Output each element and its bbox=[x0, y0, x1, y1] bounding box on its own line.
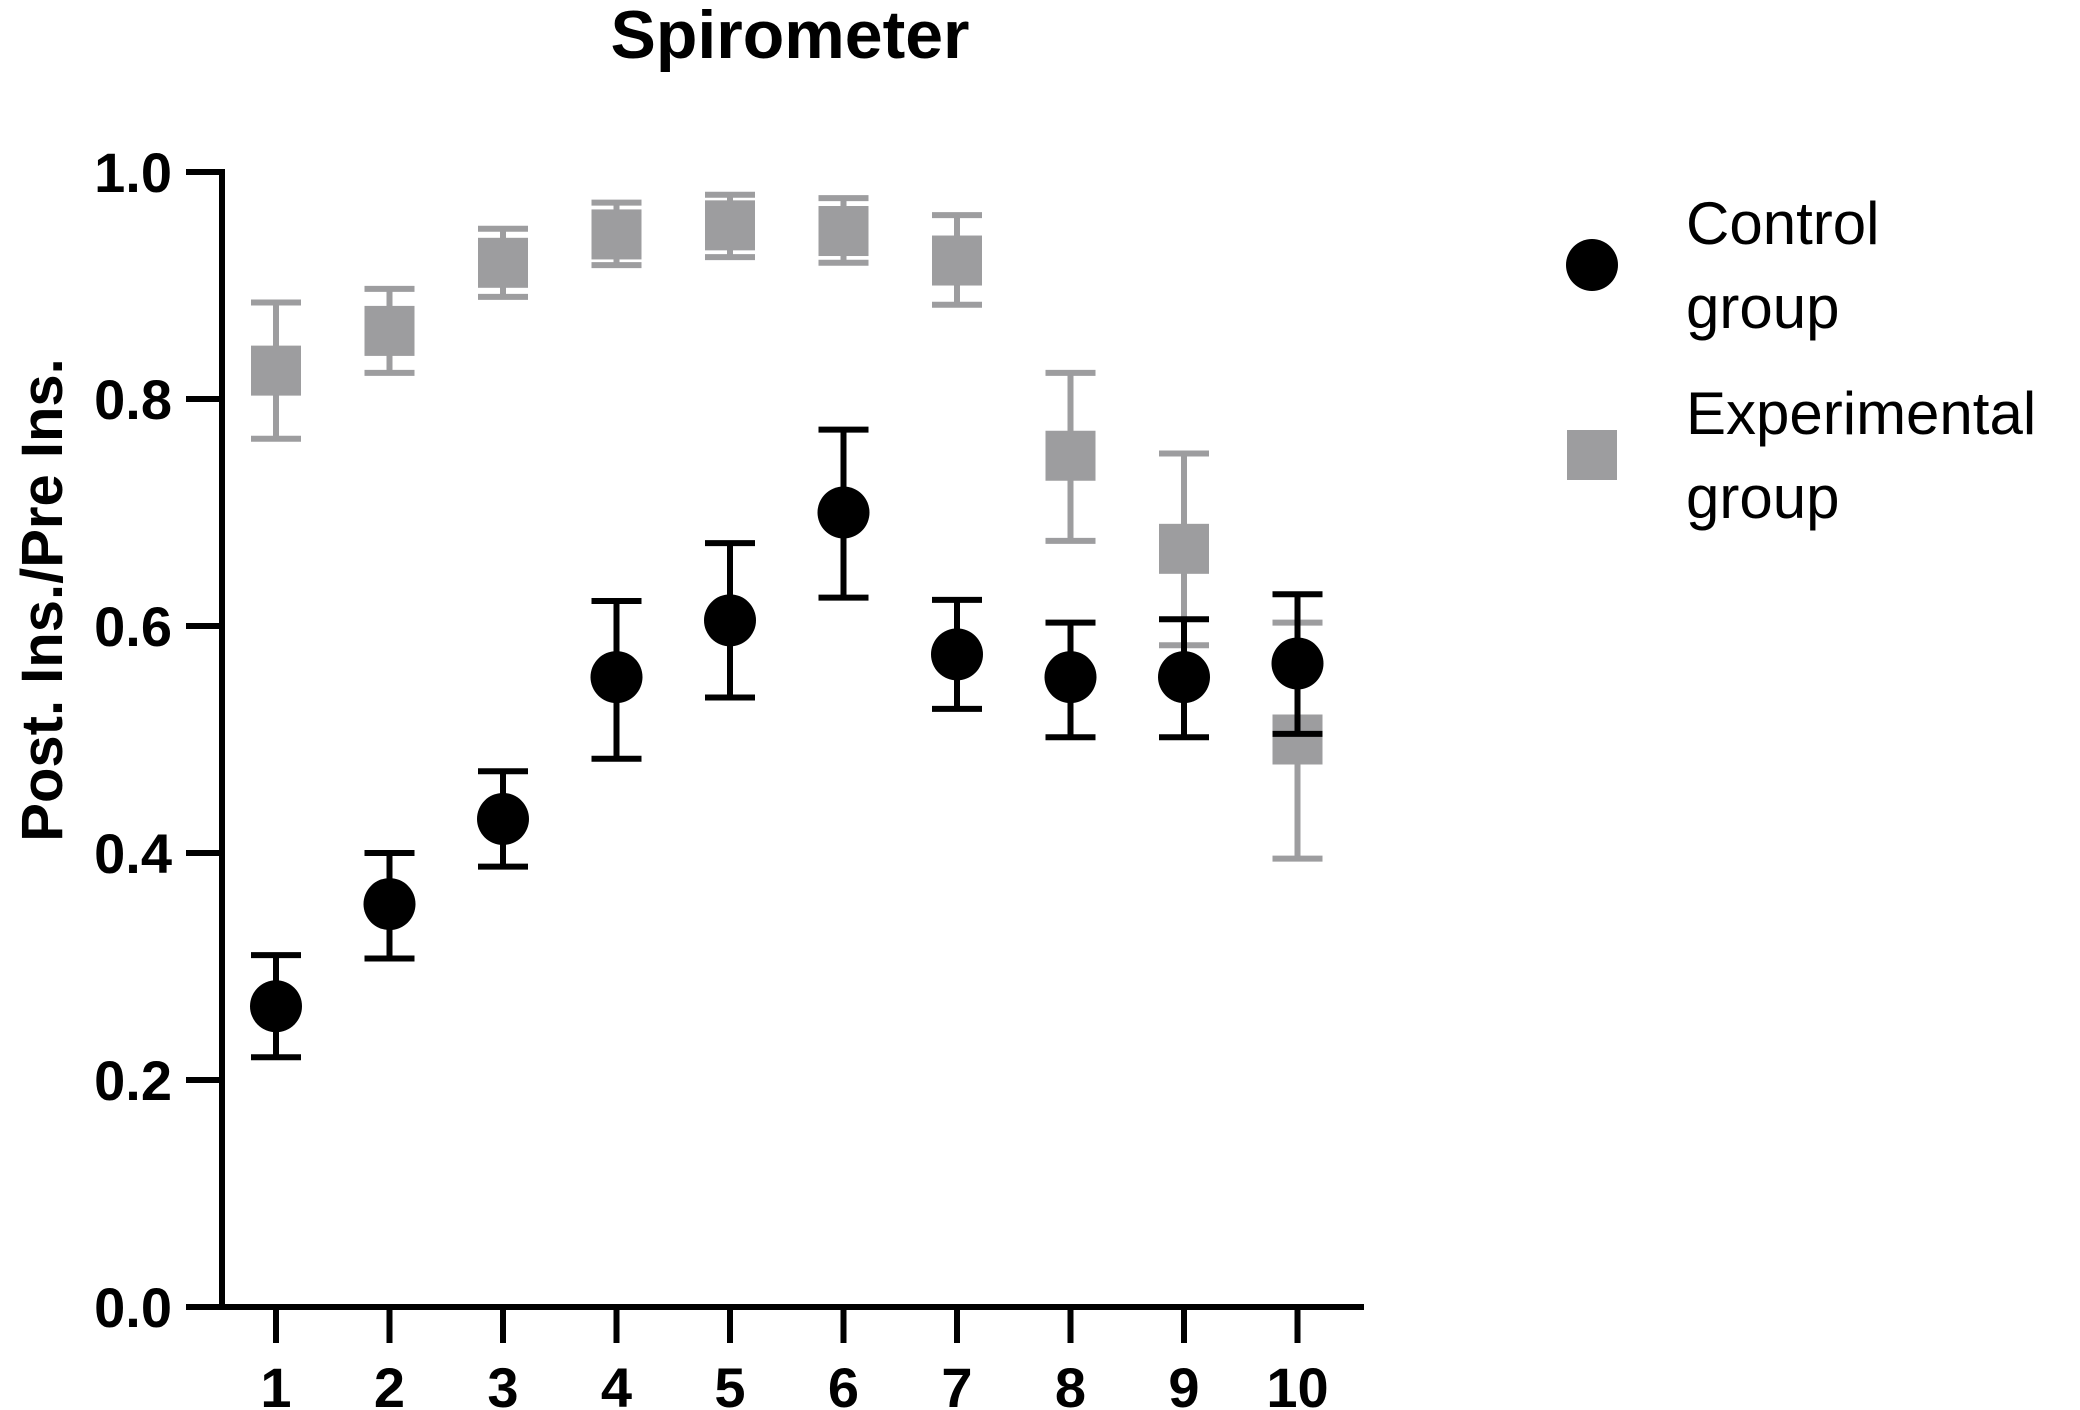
legend-experimental-label: Experimental bbox=[1686, 380, 2036, 447]
control-point bbox=[817, 486, 870, 539]
experimental-point bbox=[364, 305, 415, 356]
experimental-point-group bbox=[932, 212, 982, 308]
legend-experimental-marker bbox=[1567, 430, 1617, 480]
legend-control-label: group bbox=[1686, 274, 1839, 341]
experimental-point bbox=[478, 237, 528, 288]
control-point-group bbox=[477, 768, 529, 870]
experimental-point bbox=[705, 200, 755, 251]
control-point bbox=[1044, 651, 1097, 704]
y-tick-label: 0.2 bbox=[94, 1049, 172, 1112]
y-tick-label: 0.8 bbox=[94, 368, 172, 431]
experimental-point bbox=[1045, 430, 1096, 481]
x-tick-label: 6 bbox=[828, 1356, 859, 1410]
experimental-point-group bbox=[1045, 369, 1096, 544]
control-point-group bbox=[817, 426, 870, 601]
legend-experimental: Experimental group bbox=[1567, 380, 2036, 531]
experimental-point-group bbox=[478, 225, 528, 300]
y-tick-label: 1.0 bbox=[94, 141, 172, 204]
control-point-group bbox=[363, 850, 416, 962]
legend: Control group Experimental group bbox=[1566, 190, 2036, 531]
legend-control-label: Control bbox=[1686, 190, 1879, 257]
experimental-point bbox=[932, 235, 982, 286]
control-point-group bbox=[250, 952, 302, 1061]
control-point bbox=[931, 628, 983, 681]
x-tick-label: 1 bbox=[260, 1356, 291, 1410]
control-point bbox=[1158, 651, 1210, 704]
experimental-point bbox=[251, 345, 301, 396]
control-series bbox=[250, 426, 1324, 1061]
experimental-point bbox=[818, 206, 869, 257]
control-point-group bbox=[1271, 591, 1324, 737]
experimental-series bbox=[251, 191, 1323, 862]
legend-control: Control group bbox=[1566, 190, 1879, 341]
x-tick-label: 3 bbox=[487, 1356, 518, 1410]
control-point-group bbox=[1044, 619, 1097, 741]
control-point bbox=[363, 878, 416, 931]
y-tick-label: 0.0 bbox=[94, 1276, 172, 1339]
control-point-group bbox=[1158, 616, 1210, 741]
y-axis-title: Post. Ins./Pre Ins. bbox=[10, 358, 75, 841]
experimental-point-group bbox=[364, 285, 415, 376]
y-tick-label: 0.4 bbox=[94, 822, 172, 885]
y-tick-label: 0.6 bbox=[94, 595, 172, 658]
control-point-group bbox=[931, 596, 983, 712]
control-point bbox=[704, 594, 756, 647]
axes: 0.0 0.2 0.4 0.6 0.8 1.0 1 2 3 4 5 6 7 8 9 10 bbox=[94, 141, 1364, 1410]
control-point-group bbox=[590, 598, 643, 762]
control-point bbox=[477, 792, 529, 845]
x-tick-label: 10 bbox=[1266, 1356, 1328, 1410]
x-tick-label: 9 bbox=[1168, 1356, 1199, 1410]
control-point bbox=[590, 651, 643, 704]
experimental-point bbox=[1159, 523, 1209, 574]
experimental-point-group bbox=[1159, 450, 1209, 649]
experimental-point bbox=[591, 209, 642, 260]
chart-title: Spirometer bbox=[611, 0, 970, 73]
x-tick-label: 4 bbox=[601, 1356, 632, 1410]
x-tick-label: 5 bbox=[714, 1356, 745, 1410]
legend-control-marker bbox=[1566, 239, 1618, 291]
control-point bbox=[1271, 637, 1324, 690]
experimental-point-group bbox=[251, 299, 301, 442]
x-tick-label: 2 bbox=[374, 1356, 405, 1410]
control-point bbox=[250, 980, 302, 1033]
legend-experimental-label: group bbox=[1686, 464, 1839, 531]
x-tick-label: 8 bbox=[1055, 1356, 1086, 1410]
x-tick-label: 7 bbox=[941, 1356, 972, 1410]
experimental-point-group bbox=[591, 199, 642, 269]
experimental-point-group bbox=[818, 195, 869, 266]
control-point-group bbox=[704, 540, 756, 701]
experimental-point-group bbox=[705, 191, 755, 261]
